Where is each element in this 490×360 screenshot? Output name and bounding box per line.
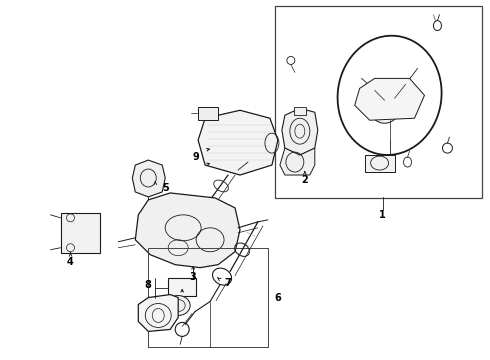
Bar: [365, 155, 394, 172]
Ellipse shape: [142, 164, 162, 180]
Text: 1: 1: [379, 210, 386, 220]
Text: 7: 7: [225, 278, 231, 288]
Polygon shape: [138, 294, 178, 332]
Bar: [168, 278, 196, 296]
Ellipse shape: [166, 296, 190, 315]
Text: 9: 9: [193, 152, 199, 162]
Polygon shape: [135, 193, 240, 268]
Text: 5: 5: [162, 183, 169, 193]
Bar: [61, 213, 100, 253]
Polygon shape: [132, 160, 165, 197]
Bar: [294, 107, 306, 115]
Bar: [198, 107, 218, 120]
Polygon shape: [198, 110, 278, 175]
Text: 2: 2: [301, 175, 308, 185]
Text: 8: 8: [145, 280, 152, 289]
Text: 6: 6: [274, 293, 281, 302]
Text: 3: 3: [190, 272, 196, 282]
Polygon shape: [355, 78, 424, 120]
Polygon shape: [282, 108, 318, 155]
Text: 4: 4: [67, 257, 74, 267]
Bar: [275, 6, 482, 198]
Ellipse shape: [368, 84, 401, 123]
Bar: [148, 248, 268, 347]
Polygon shape: [280, 148, 315, 175]
